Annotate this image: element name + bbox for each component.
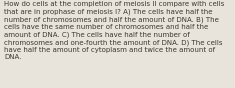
- Text: How do cells at the completion of meiosis II compare with cells
that are in prop: How do cells at the completion of meiosi…: [4, 1, 225, 60]
